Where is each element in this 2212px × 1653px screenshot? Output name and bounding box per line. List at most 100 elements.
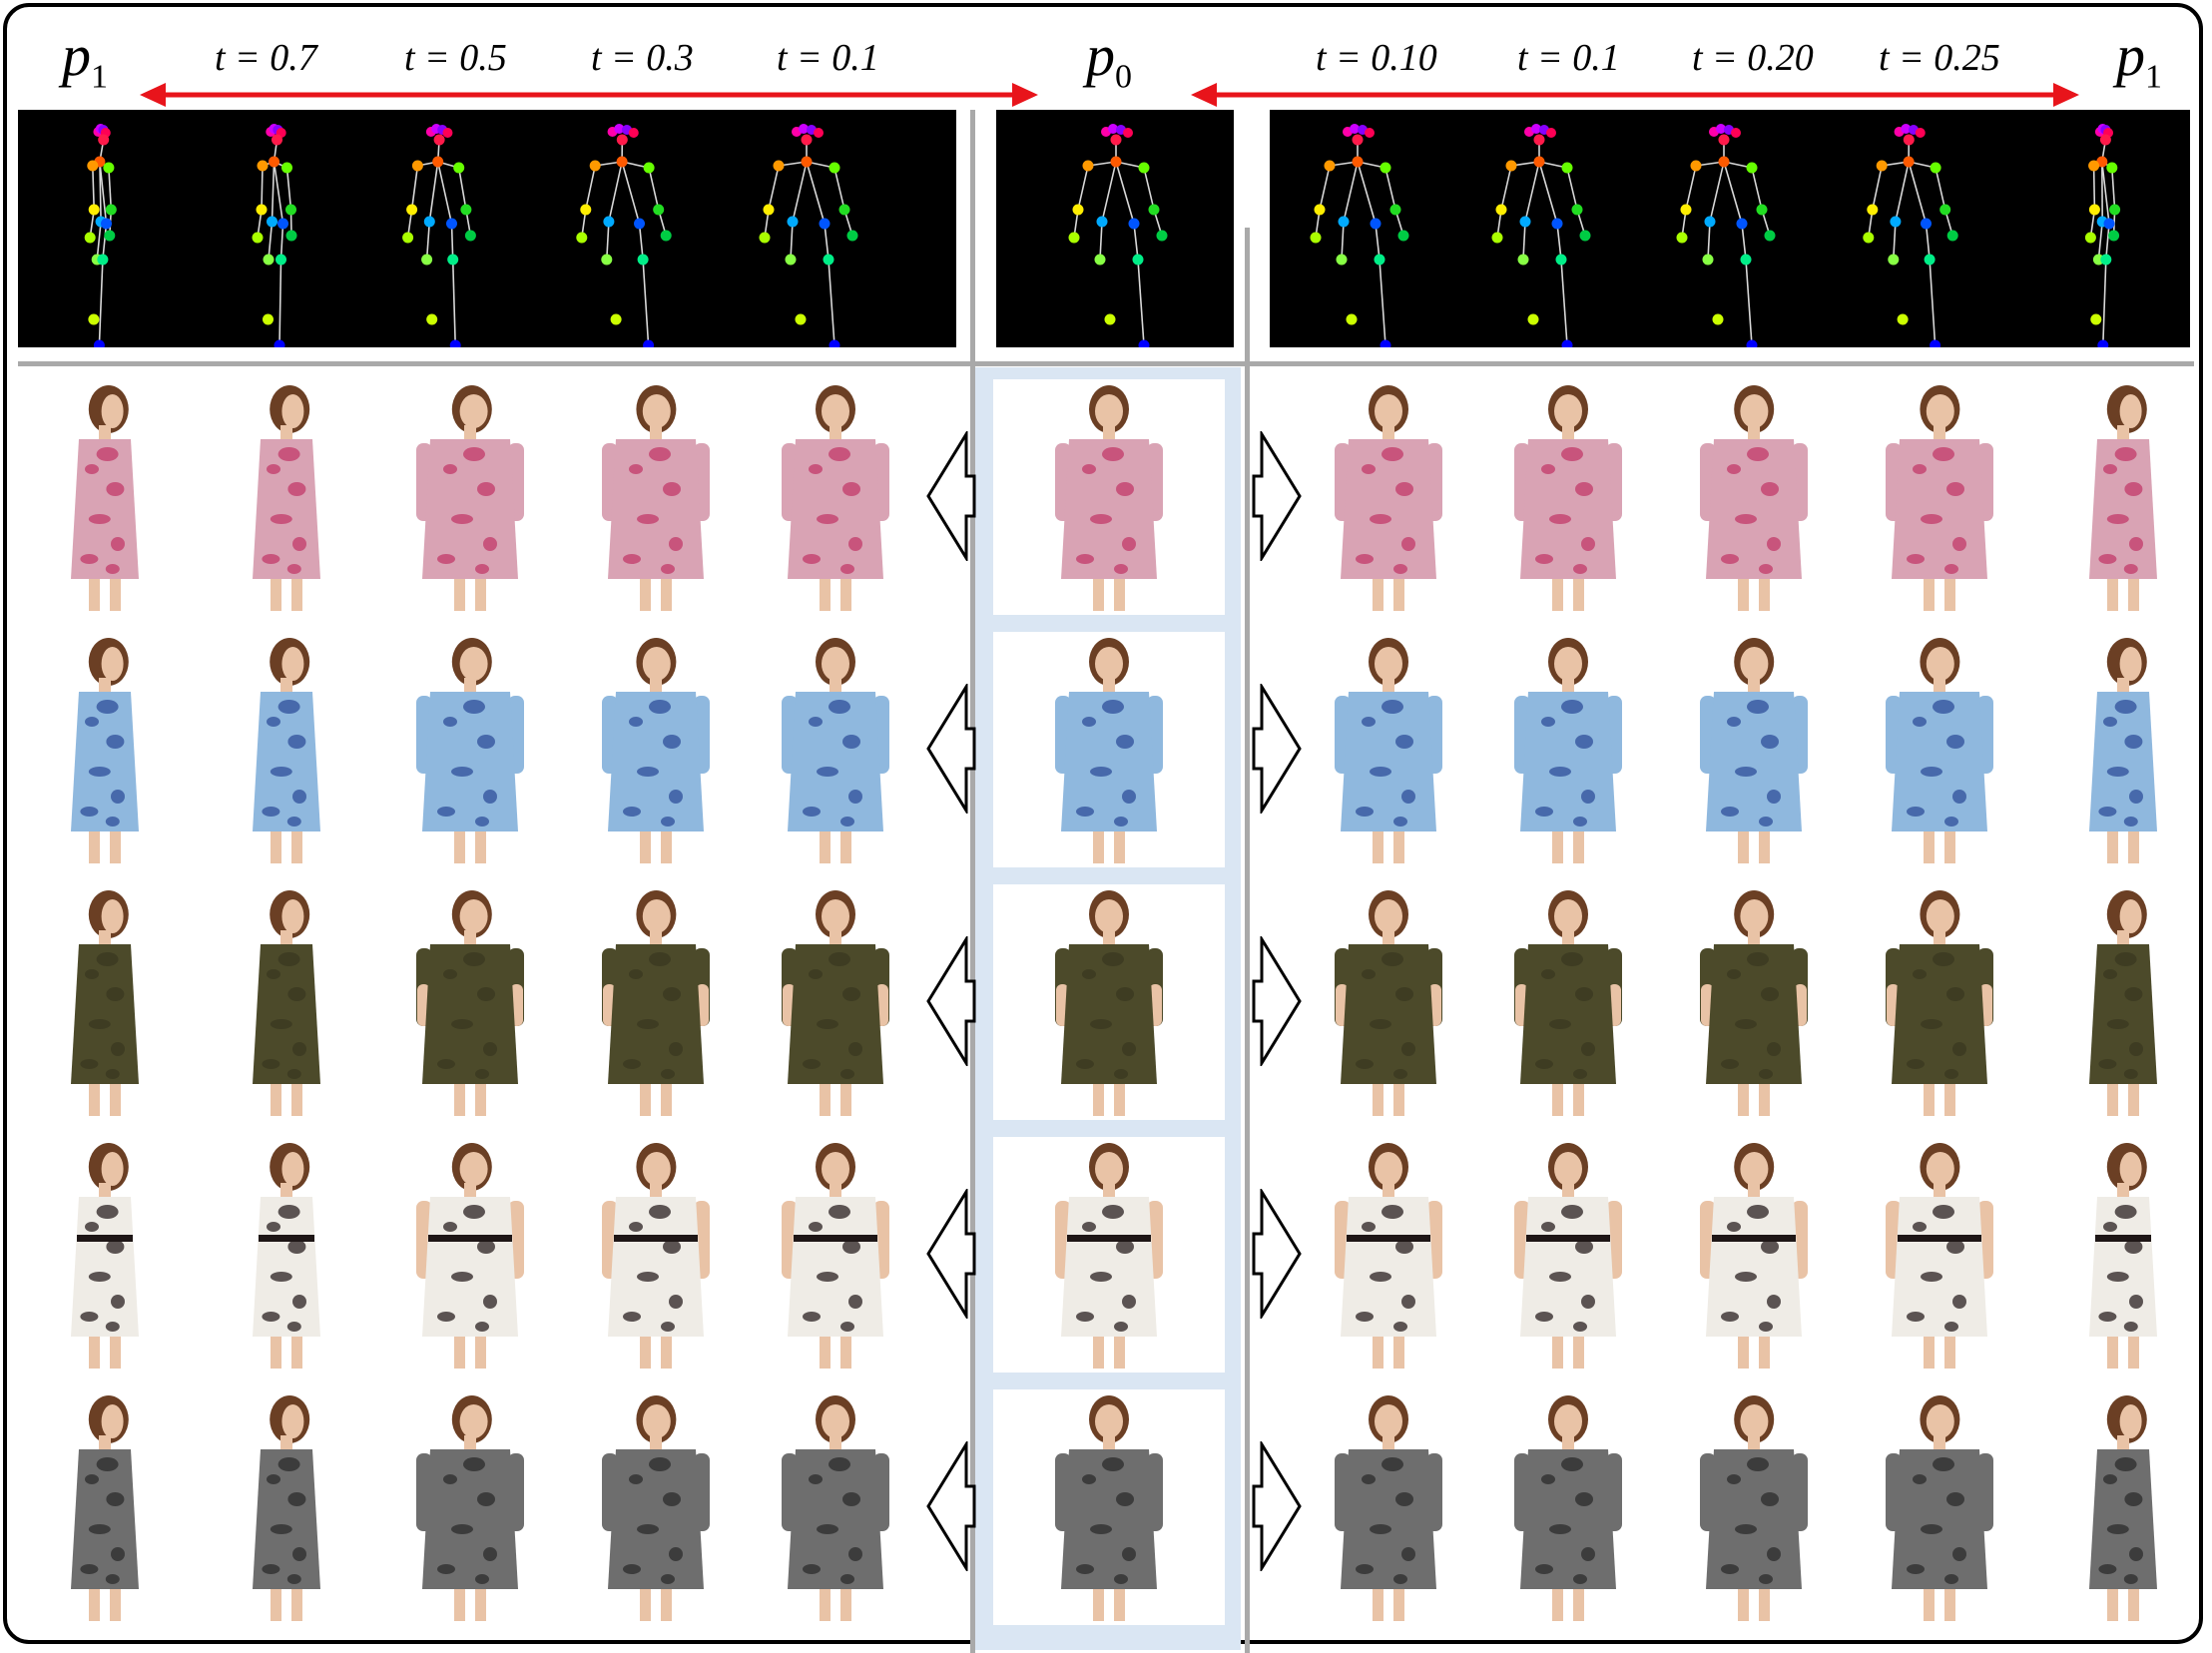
- person-figure: [2089, 385, 2157, 611]
- generated-image-right-row2-col3: [1679, 632, 1829, 867]
- generated-image-right-row3-col1: [1314, 884, 1463, 1120]
- person-figure: [253, 890, 320, 1116]
- source-person-4: [1055, 1143, 1163, 1369]
- right-red-double-arrow: [1191, 83, 2079, 107]
- person-figure: [1055, 890, 1163, 1116]
- source-pose-skeleton: [1068, 124, 1168, 351]
- pose-skeleton-right-2: [1491, 124, 1591, 351]
- pose-skeleton-right-3: [1676, 124, 1776, 351]
- generated-image-left-row3-col3: [395, 884, 545, 1120]
- person-figure: [1514, 385, 1622, 611]
- person-figure: [1700, 385, 1808, 611]
- generated-image-left-row3-col4: [581, 884, 731, 1120]
- right-t-label-4: t = 0.25: [1879, 37, 2000, 79]
- generated-image-left-row2-col4: [581, 632, 731, 867]
- right-t-label-3: t = 0.20: [1692, 37, 1814, 79]
- generated-image-left-row2-col1: [30, 632, 180, 867]
- person-figure: [1335, 890, 1442, 1116]
- pose-skeleton-right-5: [2084, 124, 2121, 351]
- generated-image-right-row1-col1: [1314, 379, 1463, 615]
- generated-image-right-row5-col4: [1865, 1389, 2014, 1625]
- source-person-5: [1055, 1395, 1163, 1621]
- person-figure: [416, 890, 524, 1116]
- person-figure: [2089, 890, 2157, 1116]
- generated-image-right-row3-col5: [2048, 884, 2198, 1120]
- left-outline-arrow-row5: [926, 1438, 976, 1574]
- generated-image-left-row4-col1: [30, 1137, 180, 1373]
- generated-image-right-row5-col1: [1314, 1389, 1463, 1625]
- left-t-label-2: t = 0.5: [404, 37, 507, 79]
- person-figure: [71, 1143, 139, 1369]
- source-image-4: [993, 1137, 1225, 1373]
- right-outline-arrow-row1: [1252, 428, 1302, 564]
- source-person-1: [1055, 385, 1163, 611]
- left-vertical-separator: [970, 110, 975, 1653]
- person-figure: [416, 1395, 524, 1621]
- generated-image-right-row2-col1: [1314, 632, 1463, 867]
- person-figure: [782, 890, 889, 1116]
- horizontal-separator: [18, 361, 2194, 366]
- left-outline-arrow-row3: [926, 933, 976, 1069]
- left-pose-panel: [18, 110, 956, 351]
- person-figure: [1055, 1143, 1163, 1369]
- pose-skeleton-left-1: [84, 124, 117, 351]
- person-figure: [602, 1395, 710, 1621]
- person-figure: [1886, 1395, 1993, 1621]
- generated-image-right-row3-col3: [1679, 884, 1829, 1120]
- person-figure: [602, 890, 710, 1116]
- person-figure: [1514, 1143, 1622, 1369]
- generated-image-left-row3-col5: [761, 884, 910, 1120]
- source-person-3: [1055, 890, 1163, 1116]
- source-image-2: [993, 632, 1225, 867]
- generated-image-left-row1-col2: [212, 379, 361, 615]
- pose-skeleton-source: [1068, 124, 1168, 351]
- right-outline-arrow-row5: [1252, 1438, 1302, 1574]
- right-outline-arrow-row2: [1252, 681, 1302, 817]
- person-figure: [416, 638, 524, 863]
- generated-image-left-row1-col3: [395, 379, 545, 615]
- left-t-label-4: t = 0.1: [777, 37, 879, 79]
- generated-image-left-row5-col2: [212, 1389, 361, 1625]
- generated-image-left-row5-col1: [30, 1389, 180, 1625]
- person-figure: [71, 638, 139, 863]
- person-figure: [1335, 1143, 1442, 1369]
- person-figure: [602, 638, 710, 863]
- source-person-2: [1055, 638, 1163, 863]
- generated-image-left-row4-col4: [581, 1137, 731, 1373]
- generated-image-right-row5-col5: [2048, 1389, 2198, 1625]
- generated-image-right-row4-col2: [1493, 1137, 1643, 1373]
- left-t-label-3: t = 0.3: [591, 37, 694, 79]
- generated-image-right-row5-col3: [1679, 1389, 1829, 1625]
- person-figure: [253, 385, 320, 611]
- person-figure: [1886, 1143, 1993, 1369]
- generated-image-right-row3-col2: [1493, 884, 1643, 1120]
- person-figure: [1055, 1395, 1163, 1621]
- person-figure: [71, 385, 139, 611]
- generated-image-right-row4-col4: [1865, 1137, 2014, 1373]
- generated-image-left-row2-col3: [395, 632, 545, 867]
- generated-image-right-row4-col5: [2048, 1137, 2198, 1373]
- right-t-label-2: t = 0.1: [1517, 37, 1620, 79]
- right-t-label-1: t = 0.10: [1316, 37, 1437, 79]
- right-pose-panel: [1270, 110, 2190, 351]
- person-figure: [1700, 1395, 1808, 1621]
- generated-image-left-row5-col5: [761, 1389, 910, 1625]
- person-figure: [2089, 1395, 2157, 1621]
- person-figure: [1514, 638, 1622, 863]
- generated-image-right-row3-col4: [1865, 884, 2014, 1120]
- source-pose-panel: [996, 110, 1234, 351]
- generated-image-right-row2-col5: [2048, 632, 2198, 867]
- person-figure: [602, 385, 710, 611]
- generated-image-right-row2-col4: [1865, 632, 2014, 867]
- pose-skeleton-left-5: [759, 124, 858, 351]
- person-figure: [1886, 385, 1993, 611]
- pose-skeleton-left-2: [252, 124, 297, 351]
- person-figure: [1700, 1143, 1808, 1369]
- generated-image-left-row4-col5: [761, 1137, 910, 1373]
- generated-image-right-row1-col2: [1493, 379, 1643, 615]
- right-endpoint-label: p1: [2116, 23, 2162, 96]
- right-outline-arrow-row4: [1252, 1186, 1302, 1322]
- person-figure: [1700, 638, 1808, 863]
- generated-image-left-row3-col2: [212, 884, 361, 1120]
- left-red-double-arrow: [140, 83, 1038, 107]
